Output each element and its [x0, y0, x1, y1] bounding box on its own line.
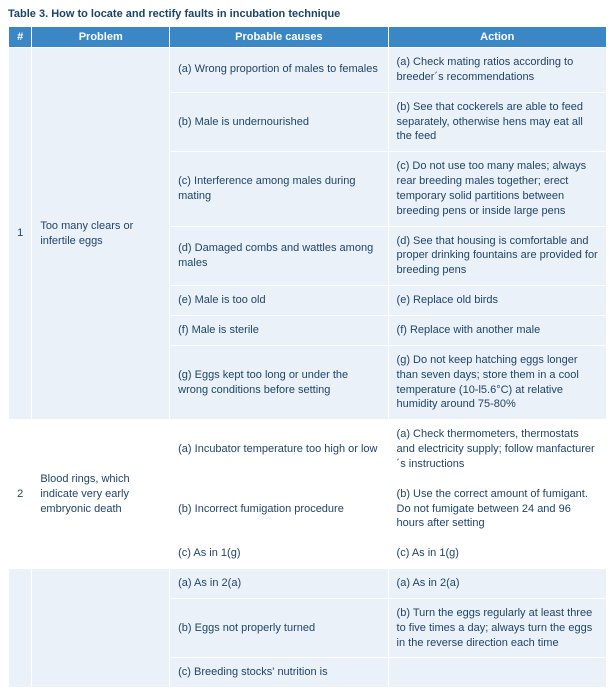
cell-cause: (b) Incorrect fumigation procedure — [170, 479, 388, 539]
cell-action: (d) See that housing is comfortable and … — [388, 226, 606, 286]
cell-cause: (g) Eggs kept too long or under the wron… — [170, 345, 388, 419]
header-cause: Probable causes — [170, 27, 388, 48]
table-body: 1 Too many clears or infertile eggs (a) … — [9, 48, 607, 688]
cell-cause: (c) As in 1(g) — [170, 539, 388, 569]
cell-action: (a) Check thermometers, thermostats and … — [388, 420, 606, 480]
cell-action: (c) Do not use too many males; always re… — [388, 152, 606, 226]
table-row: 1 Too many clears or infertile eggs (a) … — [9, 48, 607, 93]
cell-action: (c) As in 1(g) — [388, 539, 606, 569]
cell-action: (e) Replace old birds — [388, 286, 606, 316]
faults-table: # Problem Probable causes Action 1 Too m… — [8, 26, 607, 688]
cell-action: (g) Do not keep hatching eggs longer tha… — [388, 345, 606, 419]
cell-action: (b) Turn the eggs regularly at least thr… — [388, 598, 606, 658]
cell-problem — [32, 569, 170, 688]
cell-action — [388, 658, 606, 688]
header-problem: Problem — [32, 27, 170, 48]
cell-cause: (e) Male is too old — [170, 286, 388, 316]
cell-problem: Blood rings, which indicate very early e… — [32, 420, 170, 569]
cell-problem: Too many clears or infertile eggs — [32, 48, 170, 420]
table-row: (a) As in 2(a) (a) As in 2(a) — [9, 569, 607, 599]
cell-cause: (d) Damaged combs and wattles among male… — [170, 226, 388, 286]
header-num: # — [9, 27, 32, 48]
table-row: 2 Blood rings, which indicate very early… — [9, 420, 607, 480]
cell-cause: (b) Male is undernourished — [170, 92, 388, 152]
table-caption: Table 3. How to locate and rectify fault… — [8, 8, 607, 20]
cell-cause: (b) Eggs not properly turned — [170, 598, 388, 658]
cell-action: (a) As in 2(a) — [388, 569, 606, 599]
cell-cause: (a) As in 2(a) — [170, 569, 388, 599]
cell-cause: (a) Incubator temperature too high or lo… — [170, 420, 388, 480]
cell-cause: (a) Wrong proportion of males to females — [170, 48, 388, 93]
cell-cause: (f) Male is sterile — [170, 315, 388, 345]
header-action: Action — [388, 27, 606, 48]
cell-action: (a) Check mating ratios according to bre… — [388, 48, 606, 93]
cell-action: (b) Use the correct amount of fumigant. … — [388, 479, 606, 539]
cell-cause: (c) Interference among males during mati… — [170, 152, 388, 226]
cell-num: 1 — [9, 48, 32, 420]
cell-action: (b) See that cockerels are able to feed … — [388, 92, 606, 152]
cell-cause: (c) Breeding stocks' nutrition is — [170, 658, 388, 688]
cell-num — [9, 569, 32, 688]
header-row: # Problem Probable causes Action — [9, 27, 607, 48]
cell-num: 2 — [9, 420, 32, 569]
cell-action: (f) Replace with another male — [388, 315, 606, 345]
